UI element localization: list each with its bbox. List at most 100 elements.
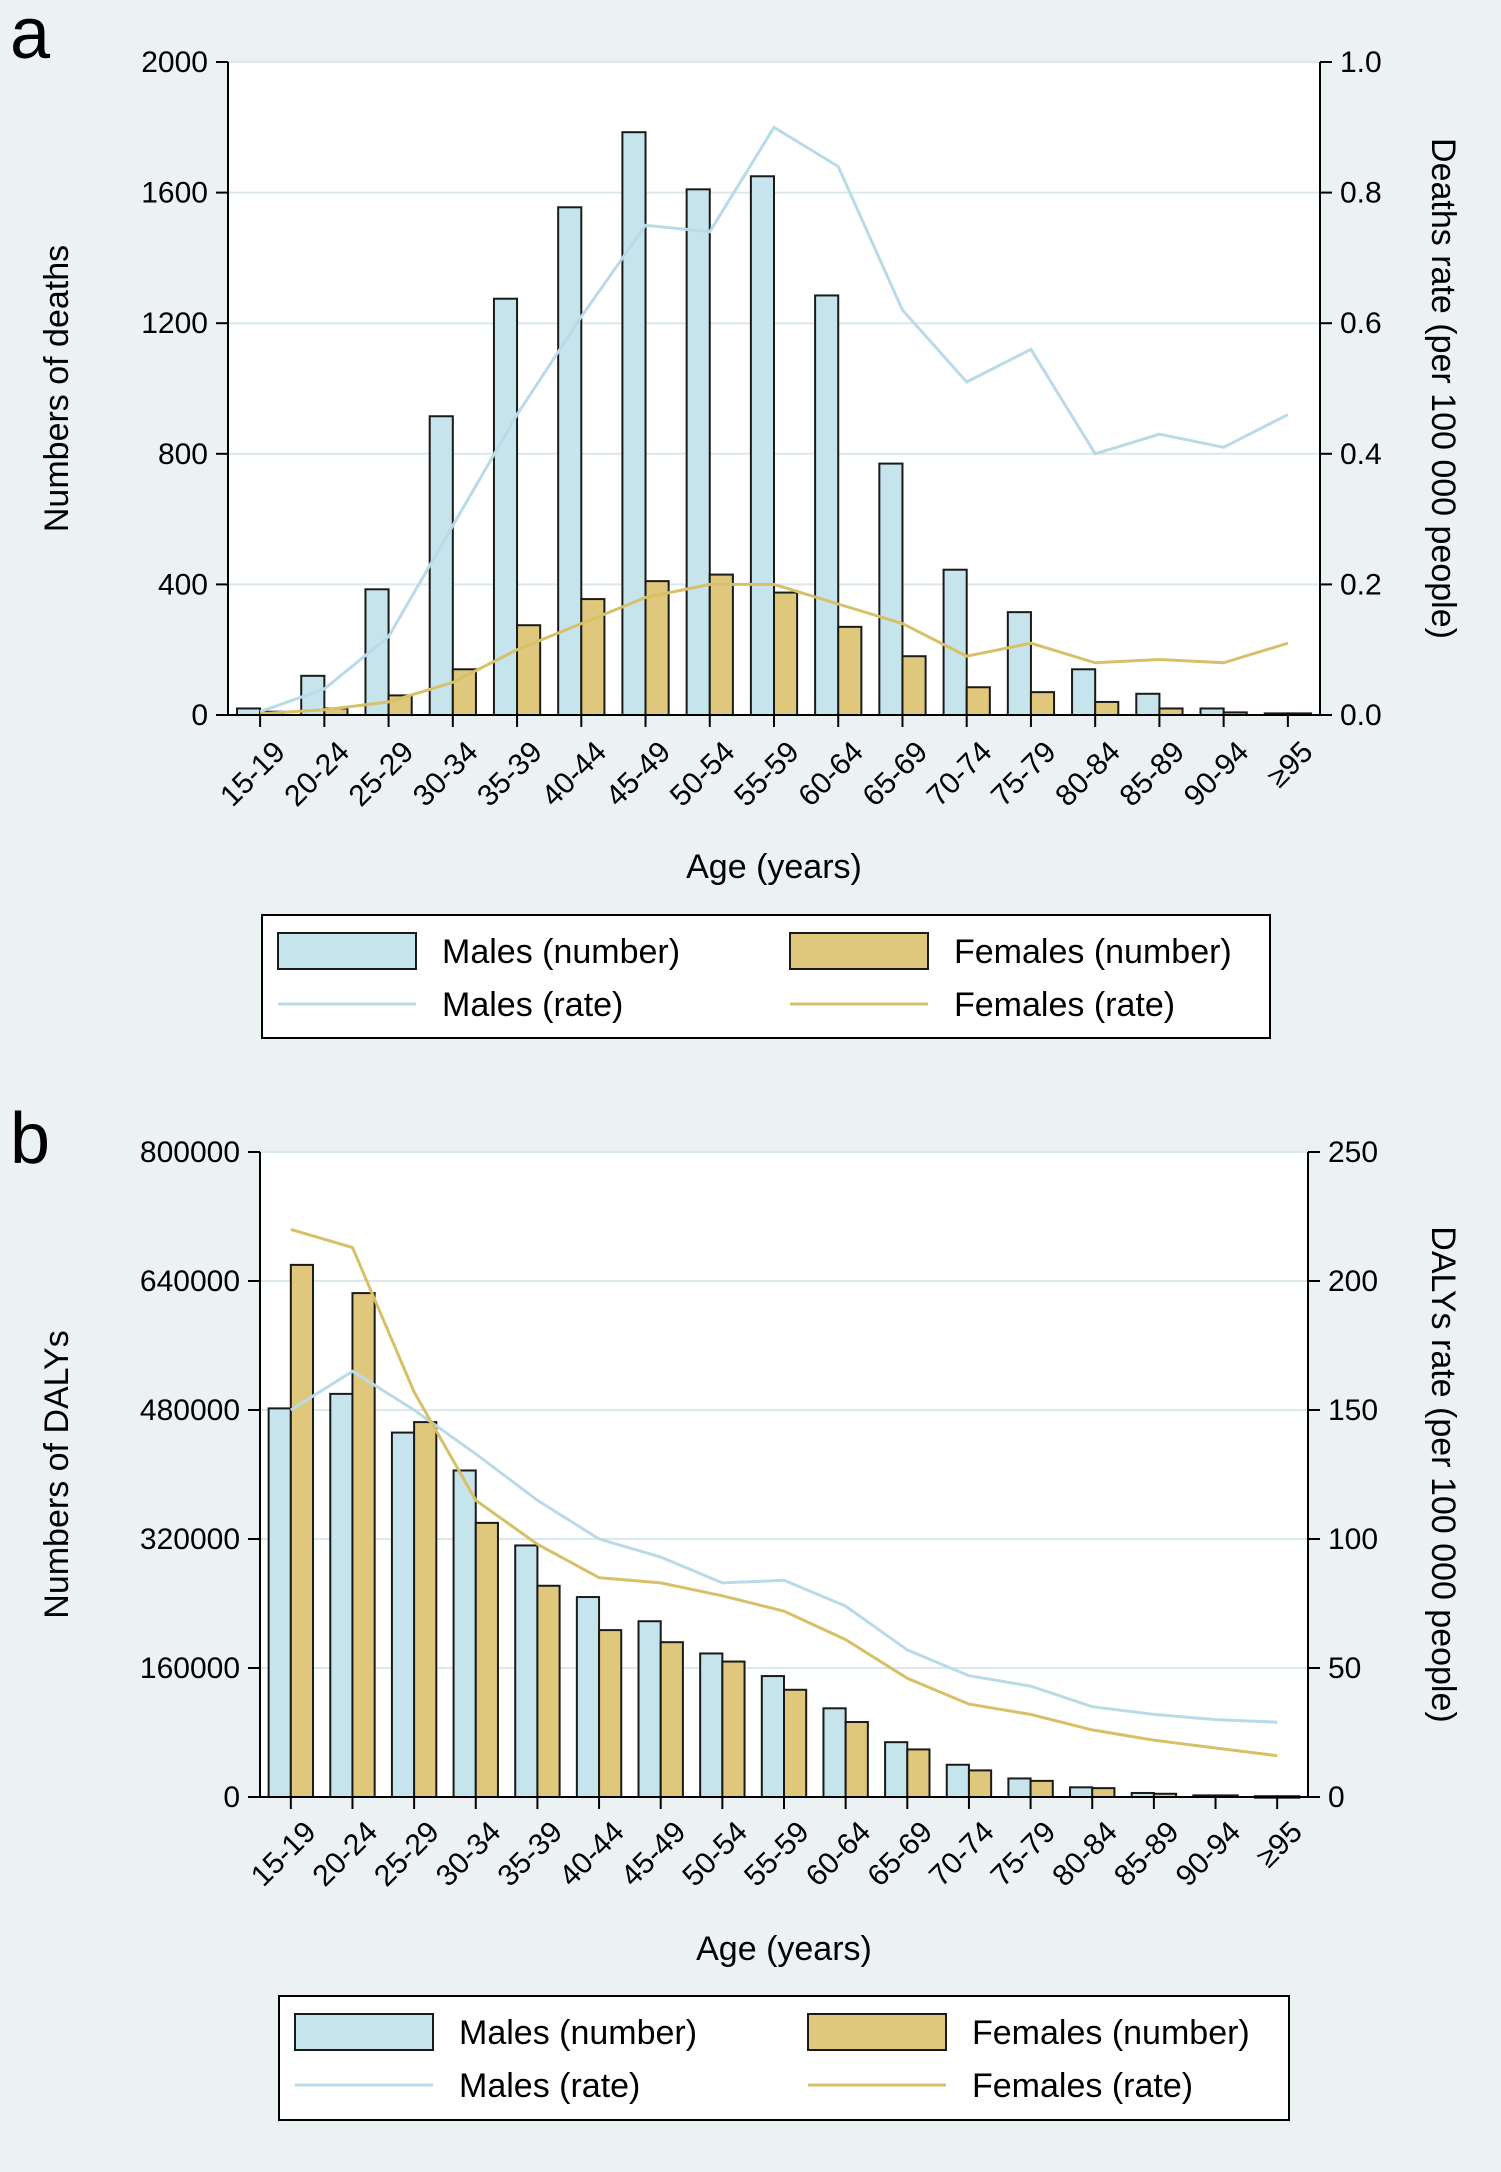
y2-axis-title: Deaths rate (per 100 000 people) [1424,138,1462,639]
bar-females-75-79 [1029,1779,1054,1798]
bar-males-25-29 [390,1431,416,1798]
x-tick-label: ≥95 [1250,1815,1309,1874]
y-tick-label: 0 [223,1781,240,1814]
y2-tick-label: 150 [1328,1394,1378,1427]
legend-label: Females (rate) [972,2067,1193,2105]
bar-females-35-39 [536,1584,561,1798]
x-tick-label: 70-74 [921,735,999,813]
x-tick-label: 25-29 [368,1815,446,1893]
x-tick-label: ≥95 [1261,735,1320,794]
legend-label: Males (number) [442,933,680,971]
bar-males-20-24 [329,1392,354,1798]
y-tick-label: 2000 [141,46,208,79]
line-males-rate [259,125,1289,714]
x-tick-label: 60-64 [800,1815,878,1893]
x-tick-label: 65-69 [861,1815,939,1893]
bar-males-55-59 [760,1675,786,1798]
x-tick-label: 15-19 [214,735,292,813]
panel-label: b [10,1099,50,1179]
y-tick-label: 0 [191,699,208,732]
x-tick-label: 85-89 [1108,1815,1186,1893]
y2-tick-label: 0.8 [1340,177,1382,210]
bar-females-35-39 [516,624,542,717]
bar-males-65-69 [884,1741,909,1799]
bar-females-60-64 [837,625,863,716]
bar-females-20-24 [351,1292,376,1798]
bar-females-80-84 [1091,1787,1116,1798]
y-tick-label: 160000 [140,1652,240,1685]
y-tick-label: 800 [158,438,208,471]
y2-tick-label: 100 [1328,1523,1378,1556]
legend-label: Females (rate) [954,986,1175,1024]
x-tick-label: 15-19 [245,1815,323,1893]
bar-males-60-64 [822,1707,847,1798]
x-axis-title: Age (years) [696,1930,872,1968]
bar-males-55-59 [749,175,776,716]
bar-males-50-54 [685,188,711,716]
bar-females-50-54 [708,573,734,716]
legend-swatch-males-number [277,932,417,970]
y-tick-label: 320000 [140,1523,240,1556]
bar-males-80-84 [1069,1786,1094,1798]
x-tick-label: 55-59 [728,735,806,813]
bar-females-60-64 [844,1721,869,1799]
x-tick-label: 25-29 [343,735,421,813]
y-tick-label: 480000 [140,1394,240,1427]
bar-females-55-59 [773,591,799,716]
legend-label: Females (number) [954,933,1232,971]
y-tick-label: 1600 [141,177,208,210]
bar-males-30-34 [452,1469,477,1798]
bar-females-45-49 [644,580,670,717]
y2-tick-label: 0.4 [1340,438,1382,471]
y2-tick-label: 0.0 [1340,699,1382,732]
bar-females-70-74 [965,686,991,716]
y2-tick-label: 50 [1328,1652,1361,1685]
x-tick-label: 80-84 [1046,1815,1124,1893]
x-tick-label: 45-49 [615,1815,693,1893]
bar-males-35-39 [514,1544,539,1798]
bar-females-75-79 [1029,691,1056,717]
bar-males-80-84 [1071,668,1097,716]
bar-females-65-69 [901,655,927,716]
bar-females-70-74 [967,1769,993,1799]
bar-males-40-44 [575,1596,601,1799]
bar-males-70-74 [942,568,968,717]
y-tick-label: 400 [158,568,208,601]
y-tick-label: 800000 [140,1136,240,1169]
bar-females-25-29 [413,1421,438,1798]
legend-box [261,914,1271,1039]
bar-females-40-44 [598,1629,623,1798]
x-tick-label: 65-69 [857,735,935,813]
y2-tick-label: 0 [1328,1781,1345,1814]
x-axis-title: Age (years) [686,848,862,886]
bar-males-60-64 [814,294,840,716]
y2-tick-label: 250 [1328,1136,1378,1169]
bar-males-75-79 [1006,611,1032,717]
y-tick-label: 1200 [141,307,208,340]
x-tick-label: 30-34 [407,735,485,813]
legend: Males (number) Females (number) Males (rat… [278,1995,1290,2121]
bar-males-85-89 [1135,692,1161,717]
x-tick-label: 70-74 [923,1815,1001,1893]
line-females-rate [290,1227,1278,1758]
bar-females-50-54 [721,1660,746,1799]
legend-swatch-males-number [294,2013,434,2051]
bar-females-30-34 [474,1521,499,1798]
bar-females-45-49 [659,1641,684,1798]
y2-tick-label: 200 [1328,1265,1378,1298]
y-axis-title: Numbers of deaths [38,245,76,532]
panel-label: a [10,0,51,74]
x-tick-label: 90-94 [1178,735,1256,813]
bar-males-30-34 [428,415,454,716]
legend-label: Females (number) [972,2014,1250,2052]
legend-swatch-females-number [807,2013,947,2051]
x-tick-label: 35-39 [491,1815,569,1893]
y-axis-title: Numbers of DALYs [38,1330,76,1618]
bar-females-15-19 [289,1263,315,1798]
x-tick-label: 40-44 [553,1815,631,1893]
bar-males-75-79 [1007,1777,1032,1799]
bar-females-65-69 [906,1748,931,1799]
x-tick-label: 60-64 [792,735,870,813]
x-tick-label: 20-24 [278,735,356,813]
